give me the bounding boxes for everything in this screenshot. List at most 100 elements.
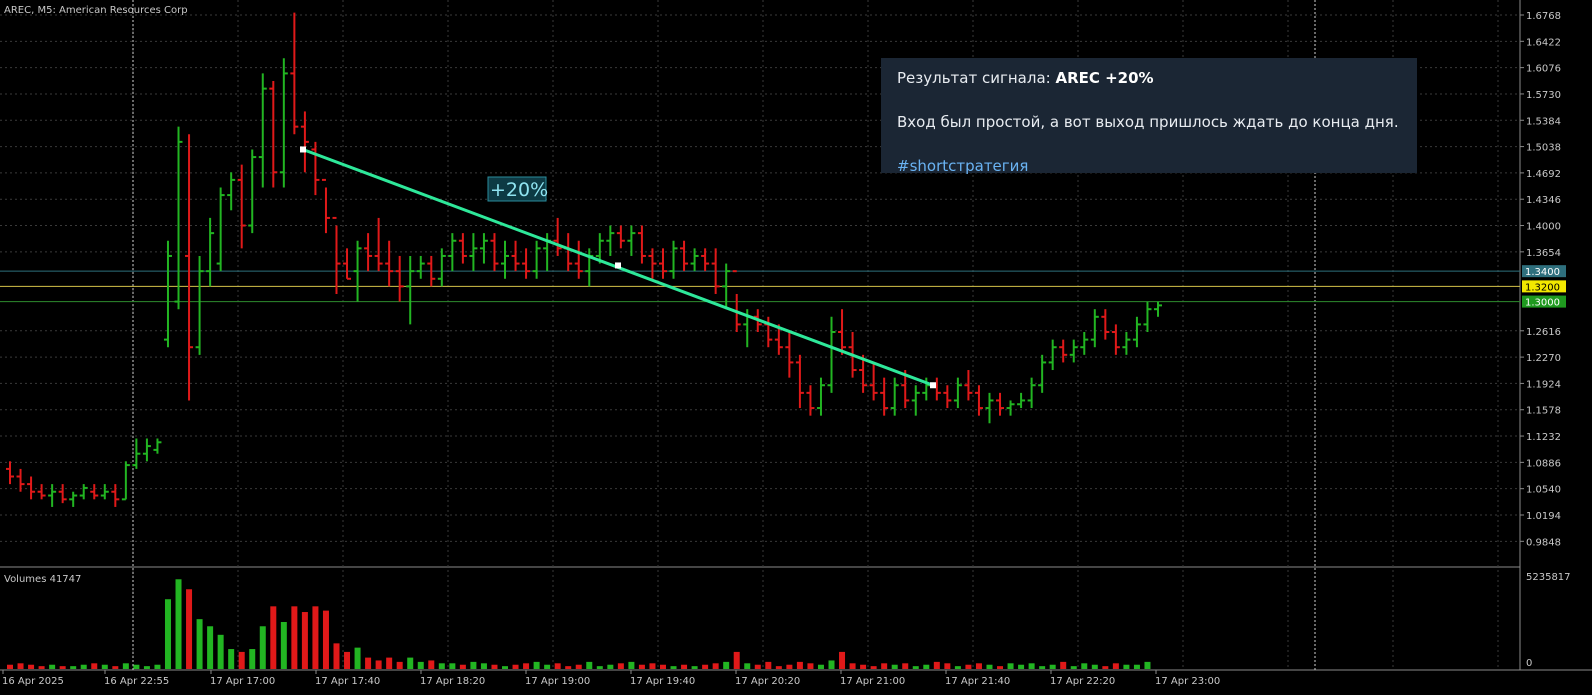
volume-bar — [1081, 663, 1088, 669]
price-tick-label: 1.5730 — [1526, 90, 1561, 101]
ohlc-bar — [1017, 392, 1026, 409]
volume-bars — [7, 579, 1151, 669]
volume-bar — [796, 661, 803, 669]
volume-bar — [933, 661, 940, 669]
mid-point-handle[interactable] — [615, 262, 621, 269]
volume-bar — [238, 651, 245, 669]
time-label: 16 Apr 2025 — [2, 676, 64, 687]
volume-bar — [554, 663, 561, 669]
volume-bar — [607, 664, 614, 669]
volume-bar — [1112, 663, 1119, 669]
price-tick-label: 1.4346 — [1526, 195, 1561, 206]
trade-line[interactable]: +20% — [300, 146, 936, 389]
price-axis: 1.6768 1.6422 1.6076 1.5730 1.5384 1.5038 1.46… — [1520, 11, 1571, 669]
hashtag-link[interactable]: #shortстратегия — [897, 157, 1029, 175]
exit-point-handle[interactable] — [930, 382, 936, 389]
volume-bar — [270, 606, 277, 669]
price-tick-label: 1.6768 — [1526, 11, 1561, 22]
volume-bar — [975, 663, 982, 669]
ohlc-bar — [258, 73, 267, 188]
time-label: 17 Apr 17:00 — [210, 676, 275, 687]
ohlc-bar — [1006, 400, 1015, 416]
volume-bar — [1144, 661, 1151, 669]
volume-bar — [207, 626, 214, 669]
ohlc-bar — [37, 484, 46, 500]
volume-bar — [670, 666, 677, 669]
volume-bar — [817, 664, 824, 669]
volume-bar — [912, 666, 919, 669]
price-tick-label: 1.6076 — [1526, 64, 1561, 75]
volume-bar — [228, 649, 235, 669]
volume-bar — [312, 606, 319, 669]
ohlc-bar — [406, 255, 415, 325]
ohlc-bar — [1111, 324, 1120, 355]
ohlc-bar — [1048, 339, 1057, 371]
volume-bar — [733, 651, 740, 669]
ohlc-bar — [90, 484, 99, 500]
volume-bar — [944, 663, 951, 669]
ohlc-bar — [321, 178, 330, 234]
entry-point-handle[interactable] — [300, 146, 306, 153]
ohlc-bar — [142, 438, 151, 462]
ohlc-bar — [364, 233, 373, 272]
volume-bar — [49, 664, 56, 669]
ohlc-bar — [290, 12, 299, 135]
volume-bar — [143, 666, 150, 669]
time-label: 17 Apr 18:20 — [420, 676, 485, 687]
ohlc-bar — [690, 248, 699, 272]
volume-bar — [459, 664, 466, 669]
time-label: 17 Apr 19:00 — [525, 676, 590, 687]
ohlc-bar — [859, 354, 868, 393]
volume-bar — [217, 634, 224, 669]
ohlc-bar — [985, 392, 994, 424]
volume-bar — [375, 660, 382, 669]
ohlc-bar — [806, 385, 815, 416]
volume-bar — [754, 664, 761, 669]
volume-bar — [480, 663, 487, 669]
volume-bar — [544, 664, 551, 669]
price-tick-label: 1.6422 — [1526, 37, 1561, 48]
volume-bar — [1133, 664, 1140, 669]
signal-message-card: Результат сигнала: AREC +20% Вход был пр… — [881, 58, 1417, 175]
ohlc-bar — [100, 484, 109, 500]
volume-bar — [333, 643, 340, 669]
volume-bar — [175, 579, 182, 669]
volume-bar — [807, 663, 814, 669]
volume-bar — [891, 664, 898, 669]
time-label: 17 Apr 19:40 — [630, 676, 695, 687]
ohlc-bar — [658, 248, 667, 279]
volume-bar — [470, 661, 477, 669]
volume-bar — [365, 657, 372, 669]
ohlc-bar — [680, 240, 689, 272]
time-label: 16 Apr 22:55 — [104, 676, 169, 687]
ohlc-bar — [501, 240, 510, 279]
volume-bar — [744, 663, 751, 669]
volume-bar — [502, 666, 509, 669]
time-label: 17 Apr 20:20 — [735, 676, 800, 687]
volume-bar — [849, 663, 856, 669]
ohlc-bar — [532, 240, 541, 279]
time-label: 17 Apr 17:40 — [315, 676, 380, 687]
ohlc-bar — [722, 263, 731, 310]
volume-bar — [1060, 661, 1067, 669]
ohlc-bar — [1059, 339, 1068, 363]
ohlc-bar — [269, 81, 278, 188]
volume-bar — [280, 622, 287, 669]
ohlc-bar — [27, 476, 36, 500]
volume-bar — [344, 651, 351, 669]
volume-bar — [70, 666, 77, 669]
volume-bar — [28, 664, 35, 669]
ohlc-bar — [458, 233, 467, 264]
volume-bar — [596, 666, 603, 669]
ohlc-bar — [669, 240, 678, 279]
volume-bar — [407, 657, 414, 669]
volume-bar — [533, 661, 540, 669]
volume-bar — [659, 664, 666, 669]
price-tick-label: 1.2270 — [1526, 353, 1561, 364]
volume-bar — [617, 663, 624, 669]
volume-bar — [196, 619, 203, 669]
ohlc-bar — [479, 233, 488, 264]
ohlc-bar — [606, 225, 615, 256]
volume-bar — [691, 666, 698, 669]
ohlc-bar — [1154, 301, 1162, 317]
